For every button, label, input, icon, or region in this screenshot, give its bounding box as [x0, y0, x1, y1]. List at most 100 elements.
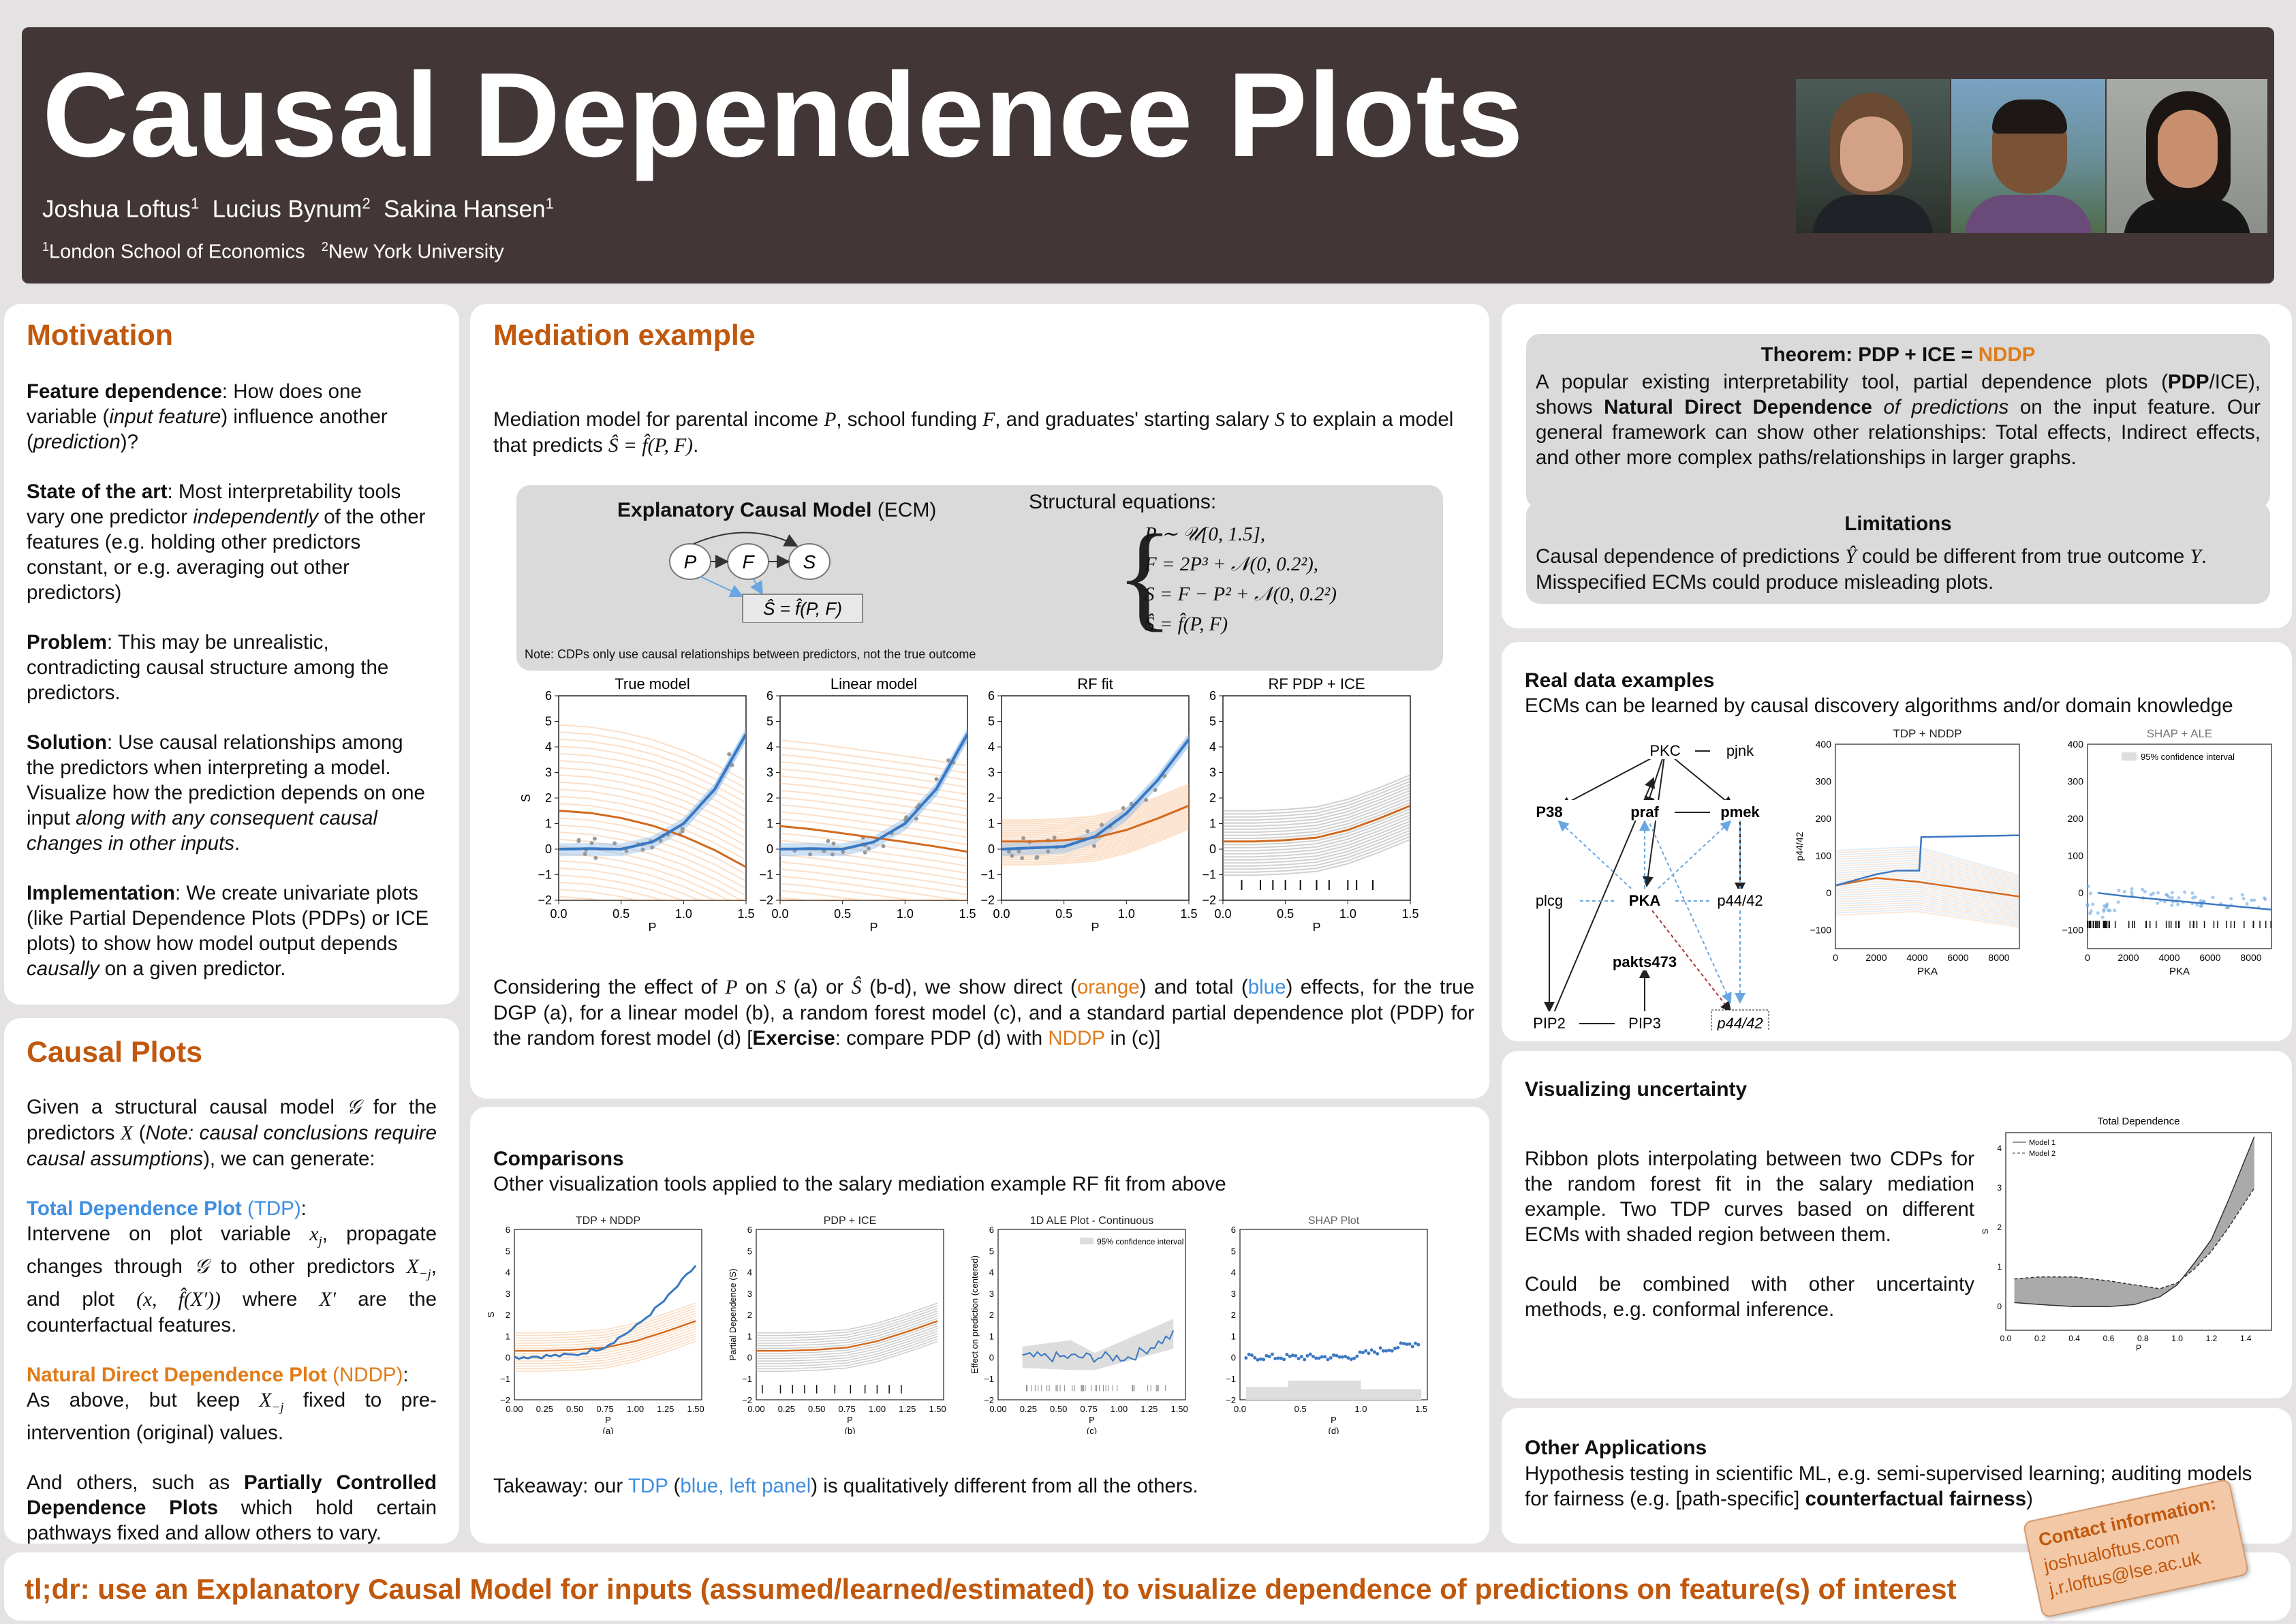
shap-point	[2170, 891, 2174, 895]
y-tick-label: 5	[545, 715, 552, 729]
ice-line-orange	[1002, 783, 1189, 821]
uncertainty-p1: Ribbon plots interpolating between two C…	[1525, 1148, 1974, 1246]
shap-point	[1332, 1353, 1335, 1357]
struct-eq-label: Structural equations:	[1029, 491, 1217, 513]
graph-node-1: pjnk	[1726, 742, 1754, 759]
x-axis-label: PKA	[2169, 966, 2190, 977]
x-tick-label: 0	[1833, 952, 1838, 963]
ice-line-orange	[514, 1317, 696, 1349]
y-tick-label: 3	[545, 766, 552, 780]
node-s-label: S	[803, 551, 816, 572]
y-tick-label: −1	[759, 868, 773, 882]
tdp-definition: Total Dependence Plot (TDP): Intervene on…	[27, 1197, 437, 1336]
motivation-text: Feature dependence: How does one variabl…	[27, 379, 435, 1006]
y-tick-label: 2	[747, 1310, 752, 1320]
shap-point	[1399, 1341, 1403, 1345]
ice-line-gray	[756, 1328, 938, 1360]
shap-point	[2170, 904, 2174, 908]
ice-line-orange	[1002, 787, 1189, 825]
graph-node-9: PIP2	[1533, 1015, 1566, 1030]
shap-point	[2091, 902, 2095, 906]
ice-line-orange	[1002, 792, 1189, 830]
ice-line-orange	[559, 838, 746, 897]
protein-graph: PKC pjnk P38 praf pmek plcg PKA p44/42 pakts473 P…	[1529, 739, 1770, 1030]
ice-line-orange	[559, 881, 746, 900]
ice-line-orange	[514, 1313, 696, 1344]
ice-line-orange	[514, 1302, 696, 1334]
shap-point	[1303, 1358, 1307, 1362]
shap-point	[1308, 1352, 1312, 1356]
real-plot-0: TDP + NDDP 400 300 200 100 0 −100 0 2000 4000 6000…	[1794, 727, 2020, 977]
ice-line-gray	[756, 1330, 938, 1362]
x-tick-label: 1.00	[869, 1404, 886, 1414]
shap-point	[1376, 1351, 1380, 1355]
x-axis-label: PKA	[1917, 966, 1938, 977]
limitations-text: Causal dependence of predictions Ŷ could…	[1536, 545, 2207, 594]
ice-line-orange	[559, 795, 746, 854]
shap-point	[1335, 1353, 1339, 1358]
ale-line	[2097, 891, 2272, 910]
ice-line-orange	[1002, 817, 1189, 855]
data-point	[583, 852, 587, 857]
x-tick-label: 0.75	[1080, 1404, 1097, 1414]
graph-edge	[1644, 900, 1732, 1013]
ice-line-gray	[1223, 808, 1410, 846]
graph-node-6: PKA	[1629, 892, 1661, 909]
y-tick-label: 3	[989, 1289, 994, 1299]
y-tick-label: −2	[980, 893, 995, 907]
node-bg	[1615, 889, 1675, 909]
data-point	[658, 838, 663, 843]
y-tick-label: 200	[2068, 813, 2084, 824]
x-tick-label: 1.0	[897, 907, 914, 921]
uncertainty-plot: Total Dependence 0 1 2 3 4 0.0 0.2 0.4 0.6 0.8 1.0 1…	[1981, 1116, 2272, 1353]
ice-line-orange	[514, 1307, 696, 1339]
ice-line	[1835, 906, 2020, 925]
shap-point	[1355, 1354, 1359, 1358]
ice-line-gray	[1223, 777, 1410, 815]
y-tick-label: −100	[2062, 925, 2083, 936]
shap-point	[1384, 1349, 1389, 1353]
graph-node-8: pakts473	[1613, 953, 1677, 970]
ice-line-orange	[780, 861, 967, 889]
ice-line-blue	[559, 730, 746, 846]
y-tick-label: 1	[506, 1331, 510, 1341]
shap-point	[1373, 1350, 1377, 1354]
ice-line-orange	[780, 739, 967, 767]
x-tick-label: 0	[2085, 952, 2090, 963]
struct-brace: {	[1116, 510, 1173, 642]
ice-line-orange	[780, 811, 967, 838]
comparisons-subtitle: Other visualization tools applied to the…	[493, 1173, 1226, 1195]
ice-line-blue	[1002, 742, 1189, 854]
ice-line-orange	[559, 752, 746, 811]
node-bg	[1710, 739, 1770, 759]
node-p-label: P	[684, 551, 697, 572]
y-tick-label: 1	[766, 817, 773, 831]
x-tick-label: 0.5	[1294, 1404, 1307, 1414]
graph-edge	[1644, 812, 1732, 1004]
y-tick-label: −2	[1202, 893, 1216, 907]
y-tick-label: −2	[984, 1395, 994, 1405]
ice-line-orange	[780, 803, 967, 831]
plot-frame	[756, 1229, 944, 1400]
shap-point	[2102, 908, 2106, 912]
node-bg	[1710, 800, 1770, 821]
ice-line-orange	[559, 781, 746, 840]
ice-line-orange	[559, 824, 746, 883]
plot-sublabel: (b)	[845, 1426, 856, 1434]
x-tick-label: 1.0	[2171, 1334, 2183, 1343]
author-line: Joshua Loftus1 Lucius Bynum2 Sakina Hans…	[42, 195, 554, 223]
shap-point	[1276, 1356, 1280, 1360]
y-tick-label: 5	[988, 715, 995, 729]
ice-line-orange	[1002, 826, 1189, 864]
tdp-line	[514, 1265, 697, 1360]
shap-point	[1311, 1354, 1315, 1358]
shap-point	[2195, 903, 2199, 907]
x-tick-label: 0.0	[993, 907, 1010, 921]
ice-line-gray	[756, 1315, 938, 1347]
shap-point	[2089, 891, 2093, 895]
x-tick-label: 1.0	[1339, 907, 1356, 921]
uncertainty-p2: Could be combined with other uncertainty…	[1525, 1273, 1974, 1321]
shap-point	[1317, 1356, 1321, 1360]
